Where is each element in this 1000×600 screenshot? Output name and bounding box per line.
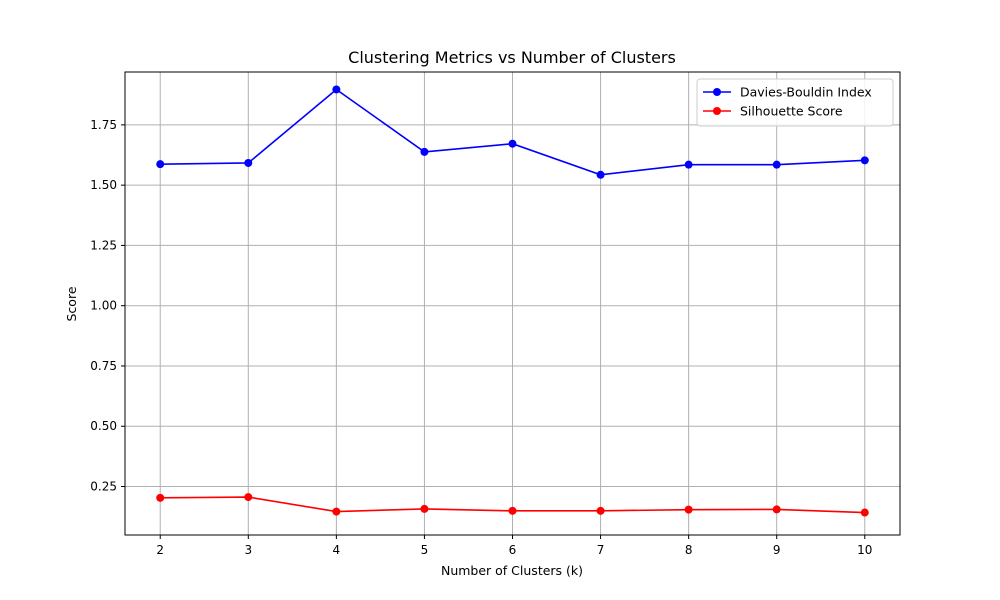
data-point [596,170,605,179]
data-point [860,156,869,165]
data-point [420,504,429,513]
y-tick-label: 0.25 [90,479,117,493]
y-tick-label: 0.50 [90,419,117,433]
data-point [684,505,693,514]
legend: Davies-Bouldin Index Silhouette Score [696,78,894,127]
legend-marker [713,107,721,115]
chart-title: Clustering Metrics vs Number of Clusters [348,48,676,67]
x-tick-label: 9 [773,543,781,557]
y-tick-label: 1.50 [90,178,117,192]
y-tick-label: 0.75 [90,359,117,373]
data-point [772,505,781,514]
y-axis-label: Score [64,286,79,321]
x-tick-label: 7 [597,543,605,557]
x-tick-label: 6 [509,543,517,557]
data-point [508,139,517,148]
y-tick-label: 1.75 [90,118,117,132]
x-tick-label: 8 [685,543,693,557]
x-axis: 2 3 4 5 6 7 8 9 10 [156,535,872,557]
data-point [684,160,693,169]
x-tick-label: 2 [156,543,164,557]
x-tick-label: 4 [333,543,341,557]
legend-marker [713,88,721,96]
x-tick-label: 10 [857,543,872,557]
x-tick-label: 5 [421,543,429,557]
data-point [156,160,165,169]
x-tick-label: 3 [244,543,252,557]
y-tick-label: 1.25 [90,238,117,252]
data-point [860,508,869,517]
data-point [332,507,341,516]
data-point [156,493,165,502]
legend-label: Silhouette Score [740,104,843,119]
y-axis: 0.25 0.50 0.75 1.00 1.25 1.50 1.75 [90,118,125,493]
data-point [508,506,517,515]
x-axis-label: Number of Clusters (k) [441,563,583,578]
data-point [420,147,429,156]
data-point [596,506,605,515]
data-point [332,85,341,94]
y-tick-label: 1.00 [90,299,117,313]
legend-label: Davies-Bouldin Index [740,85,872,100]
legend-box [696,78,894,127]
data-point [772,160,781,169]
series-layer [156,85,869,517]
data-point [244,493,253,502]
grid [125,72,900,535]
data-point [244,158,253,167]
